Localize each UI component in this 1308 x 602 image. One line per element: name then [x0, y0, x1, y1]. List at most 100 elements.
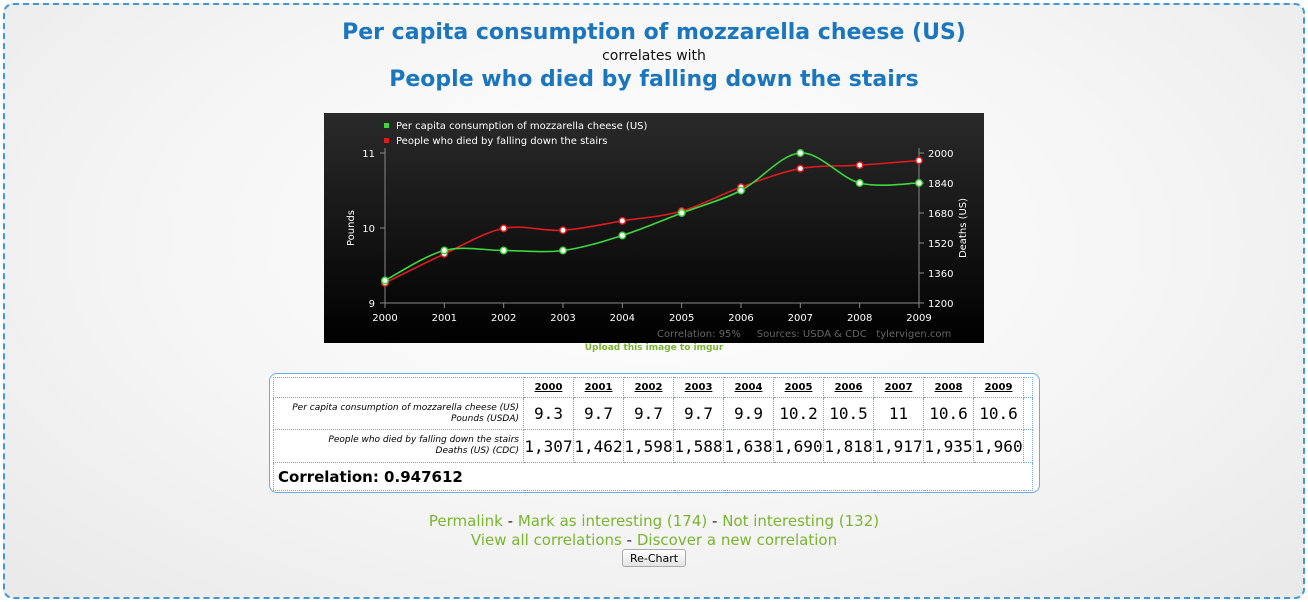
data-table: 2000 2001 2002 2003 2004 2005 2006 2007 … — [273, 377, 1033, 491]
x-tick-label: 2001 — [432, 313, 457, 324]
table-cell: 1,935 — [923, 429, 974, 463]
year-header[interactable]: 2004 — [723, 377, 774, 398]
table-spacer — [1023, 397, 1033, 430]
row-label-title: People who died by falling down the stai… — [328, 435, 519, 445]
data-point-cheese — [618, 231, 627, 240]
row-label-stairs: People who died by falling down the stai… — [273, 429, 524, 463]
legend-swatch — [384, 123, 389, 128]
discover-correlation-link[interactable]: Discover a new correlation — [636, 531, 838, 549]
legend-entry: People who died by falling down the stai… — [396, 136, 607, 147]
table-cell: 10.6 — [923, 397, 974, 430]
links-row-1: Permalink - Mark as interesting (174) - … — [0, 512, 1308, 530]
data-point-stairs — [915, 156, 923, 165]
data-point-stairs — [855, 161, 864, 170]
year-header[interactable]: 2009 — [973, 377, 1024, 398]
y-tick-label-right: 2000 — [928, 149, 953, 160]
year-header[interactable]: 2007 — [873, 377, 924, 398]
x-tick-label: 2002 — [491, 313, 516, 324]
link-separator: - — [507, 512, 514, 530]
data-point-cheese — [737, 186, 745, 195]
y-tick-label-right: 1840 — [928, 179, 953, 190]
link-separator: - — [626, 531, 633, 549]
y-tick-label-right: 1360 — [928, 269, 953, 280]
series-line-stairs — [384, 159, 920, 284]
y-tick-label-left: 11 — [362, 149, 375, 160]
data-point-cheese — [677, 209, 686, 217]
upload-imgur-link[interactable]: Upload this image to imgur — [584, 343, 724, 353]
table-corner-cell — [273, 377, 524, 398]
x-tick-label: 2004 — [610, 313, 635, 324]
year-header[interactable]: 2008 — [923, 377, 974, 398]
title-variable-2: People who died by falling down the stai… — [389, 67, 919, 92]
table-correlation-row: Correlation: 0.947612 — [273, 462, 1033, 491]
year-header[interactable]: 2003 — [673, 377, 724, 398]
table-cell: 1,598 — [623, 429, 674, 463]
data-table-container: 2000 2001 2002 2003 2004 2005 2006 2007 … — [269, 373, 1040, 493]
y-tick-label-right: 1200 — [928, 299, 953, 310]
data-point-cheese — [796, 149, 805, 157]
data-point-stairs — [559, 226, 567, 235]
not-interesting-link[interactable]: Not interesting (132) — [722, 512, 880, 530]
correlates-with-text: correlates with — [602, 48, 706, 64]
table-cell: 1,462 — [573, 429, 624, 463]
y-tick-label-left: 10 — [362, 224, 375, 235]
x-tick-label: 2007 — [788, 313, 813, 324]
x-tick-label: 2009 — [906, 313, 931, 324]
chart-footer: Correlation: 95% Sources: USDA & CDC tyl… — [657, 329, 951, 340]
table-cell: 1,588 — [673, 429, 724, 463]
mark-interesting-link[interactable]: Mark as interesting (174) — [517, 512, 708, 530]
legend-swatch — [384, 138, 389, 143]
table-cell: 11 — [873, 397, 924, 430]
data-point-stairs — [618, 216, 627, 225]
y-axis-title-left: Pounds — [346, 210, 357, 246]
year-header[interactable]: 2005 — [773, 377, 824, 398]
legend-entry: Per capita consumption of mozzarella che… — [396, 121, 647, 132]
row-label-title: Per capita consumption of mozzarella che… — [292, 402, 519, 413]
links-row-2: View all correlations - Discover a new c… — [0, 531, 1308, 549]
table-cell: 10.2 — [773, 397, 824, 430]
year-header[interactable]: 2002 — [623, 377, 674, 398]
data-point-cheese — [440, 246, 449, 255]
table-cell: 9.7 — [573, 397, 624, 430]
x-tick-label: 2000 — [372, 313, 397, 324]
table-cell: 1,638 — [723, 429, 774, 463]
row-label-unit: Pounds (USDA) — [450, 413, 519, 424]
table-cell: 1,960 — [973, 429, 1024, 463]
rechart-button[interactable]: Re-Chart — [622, 549, 686, 567]
data-point-cheese — [381, 276, 389, 285]
year-header[interactable]: 2000 — [523, 377, 574, 398]
chart-background — [324, 113, 984, 343]
year-header[interactable]: 2006 — [823, 377, 874, 398]
table-cell: 10.5 — [823, 397, 874, 430]
table-cell: 1,818 — [823, 429, 874, 463]
y-tick-label-left: 9 — [369, 299, 375, 310]
correlation-value: Correlation: 0.947612 — [273, 462, 1033, 491]
table-cell: 10.6 — [973, 397, 1024, 430]
data-point-stairs — [499, 224, 508, 233]
data-point-cheese — [915, 179, 923, 187]
correlation-chart: 2000 2001 2002 2003 2004 2005 2006 2007 2008 2009… — [324, 113, 984, 343]
row-label-unit: Deaths (US) (CDC) — [435, 446, 519, 456]
link-separator: - — [712, 512, 718, 530]
table-header-row: 2000 2001 2002 2003 2004 2005 2006 2007 … — [273, 377, 1033, 398]
data-point-cheese — [855, 179, 864, 187]
series-line-cheese — [384, 152, 920, 282]
permalink-link[interactable]: Permalink — [428, 512, 503, 530]
table-cell: 1,690 — [773, 429, 824, 463]
table-cell: 9.3 — [523, 397, 574, 430]
table-spacer — [1023, 429, 1033, 463]
table-row-stairs: People who died by falling down the stai… — [273, 429, 1033, 463]
title-variable-1: Per capita consumption of mozzarella che… — [342, 20, 966, 45]
table-cell: 1,307 — [523, 429, 574, 463]
row-label-cheese: Per capita consumption of mozzarella che… — [273, 397, 524, 430]
table-cell: 9.7 — [673, 397, 724, 430]
year-header[interactable]: 2001 — [573, 377, 624, 398]
table-cell: 9.9 — [723, 397, 774, 430]
view-all-correlations-link[interactable]: View all correlations — [470, 531, 622, 549]
table-row-cheese: Per capita consumption of mozzarella che… — [273, 397, 1033, 430]
table-spacer — [1023, 377, 1033, 398]
data-point-cheese — [559, 246, 567, 255]
data-point-stairs — [796, 164, 805, 173]
y-tick-label-right: 1520 — [928, 239, 953, 250]
x-tick-label: 2005 — [669, 313, 694, 324]
